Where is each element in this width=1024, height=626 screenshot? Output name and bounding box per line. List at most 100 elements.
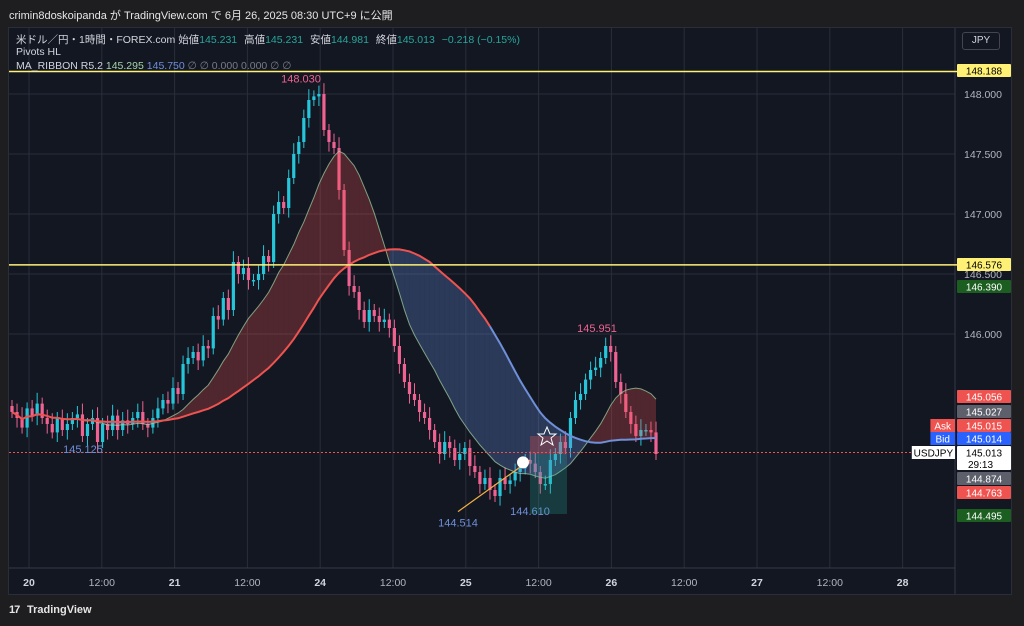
ma-ribbon-fill [198,389,204,412]
candle-body [387,319,391,328]
candle-body [448,442,452,448]
price-tag [957,472,1011,485]
price-tag [957,390,1011,403]
price-tag-value: 144.495 [966,512,1003,523]
legend-symbol-line[interactable]: 米ドル／円・1時間・FOREX.com 始値145.231 高値145.231 … [16,32,520,47]
candle-body [176,388,180,394]
ma-ribbon-fill [349,159,355,265]
price-tag-value: 146.576 [966,261,1003,272]
ma-ribbon-fill [495,334,501,466]
ma-ribbon-fill [635,388,641,440]
candle-body [85,424,90,436]
ma-ribbon-fill [339,151,345,273]
ma-ribbon-fill [625,388,631,440]
ma-ribbon-fill [248,312,254,384]
price-tag [957,280,1011,293]
candle-body [443,442,447,454]
candle-body [65,424,69,430]
price-tag-value: 146.390 [966,283,1003,294]
candle-body [508,480,512,484]
candle-body [438,442,442,454]
y-tick-label: 147.500 [964,149,1002,161]
candle-body [453,448,457,460]
ma-mid-line [11,150,657,479]
chart-panel[interactable] [8,27,1012,595]
candle-body [287,178,291,208]
ma-ribbon-fill [228,344,234,399]
ma-ribbon-fill [545,418,551,479]
candle-body [503,478,507,484]
x-tick-label: 12:00 [525,577,551,589]
legend-pivots[interactable]: Pivots HL [16,46,61,58]
candle-body [488,478,492,490]
currency-button[interactable]: JPY [962,32,1000,50]
tradingview-logo[interactable]: 17 TradingView [9,604,92,616]
candle-body [100,424,105,442]
candle-body [10,406,14,412]
price-tag [957,486,1011,499]
candle-body [282,202,286,208]
x-tick-label: 12:00 [671,577,697,589]
candle-body [578,394,583,400]
candle-body [111,415,115,430]
ma-ribbon-fill [293,232,299,340]
candle-body [382,319,386,322]
price-tag-value: 145.013 [966,449,1003,460]
ma-ribbon-fill [278,264,284,358]
candle-body [357,292,361,310]
candle-body [161,400,165,409]
candle-body [166,400,170,404]
candle-body [518,468,522,472]
y-tick-label: 146.500 [964,269,1002,281]
price-tag [957,64,1011,77]
ma-ribbon-fill [525,388,531,475]
buy-marker-icon [517,456,529,469]
ma-ribbon-fill [515,371,521,474]
ma-ribbon-fill [298,222,304,332]
pivot-annotation: 145.951 [577,323,617,335]
candle-body [226,298,230,310]
x-tick-label: 21 [169,577,181,589]
candle-body [458,454,462,460]
candle-body [312,96,316,100]
pivot-annotation: 144.610 [510,506,550,518]
candle-body [211,316,215,349]
candle-body [40,403,44,418]
ma-ribbon-fill [505,352,511,471]
candle-body [573,400,578,418]
y-tick-label: 146.000 [964,329,1002,341]
candle-body [372,310,376,316]
symbol-name: 米ドル／円・1時間・FOREX.com [16,34,176,46]
ma-ribbon-fill [273,272,279,363]
candle-body [241,268,246,274]
pivot-annotation: 148.030 [281,73,321,85]
candle-body [146,424,150,428]
ma-ribbon-label: MA_RIBBON R5.2 [16,60,103,72]
candle-body [342,190,346,250]
candle-body [121,420,125,430]
y-tick-label: 147.000 [964,209,1002,221]
legend-ma-ribbon[interactable]: MA_RIBBON R5.2 145.295 145.750 ∅ ∅ 0.000… [16,60,291,72]
ma-ribbon-fill [449,279,455,409]
candle-body [256,274,261,280]
candle-body [141,412,145,424]
candle-body [629,412,633,424]
candle-body [478,472,482,484]
ma-ribbon-fill [419,255,425,354]
ma-rest-values: ∅ ∅ 0.000 0.000 ∅ ∅ [187,60,292,72]
ma-ribbon-fill [429,261,435,371]
candle-body [302,118,306,142]
price-tag-value: 145.027 [966,408,1003,419]
ma-slow-line-blue [489,325,657,444]
open-value: 145.231 [199,34,238,46]
candle-body [35,403,39,416]
ma-ribbon-fill [344,153,350,269]
candle-body [624,394,628,412]
candle-body [528,460,532,464]
candle-body [151,418,155,428]
ma-ribbon-fill [640,388,646,439]
candle-body [105,424,110,430]
candle-body [206,346,210,349]
price-tag-value: 148.188 [966,67,1003,78]
